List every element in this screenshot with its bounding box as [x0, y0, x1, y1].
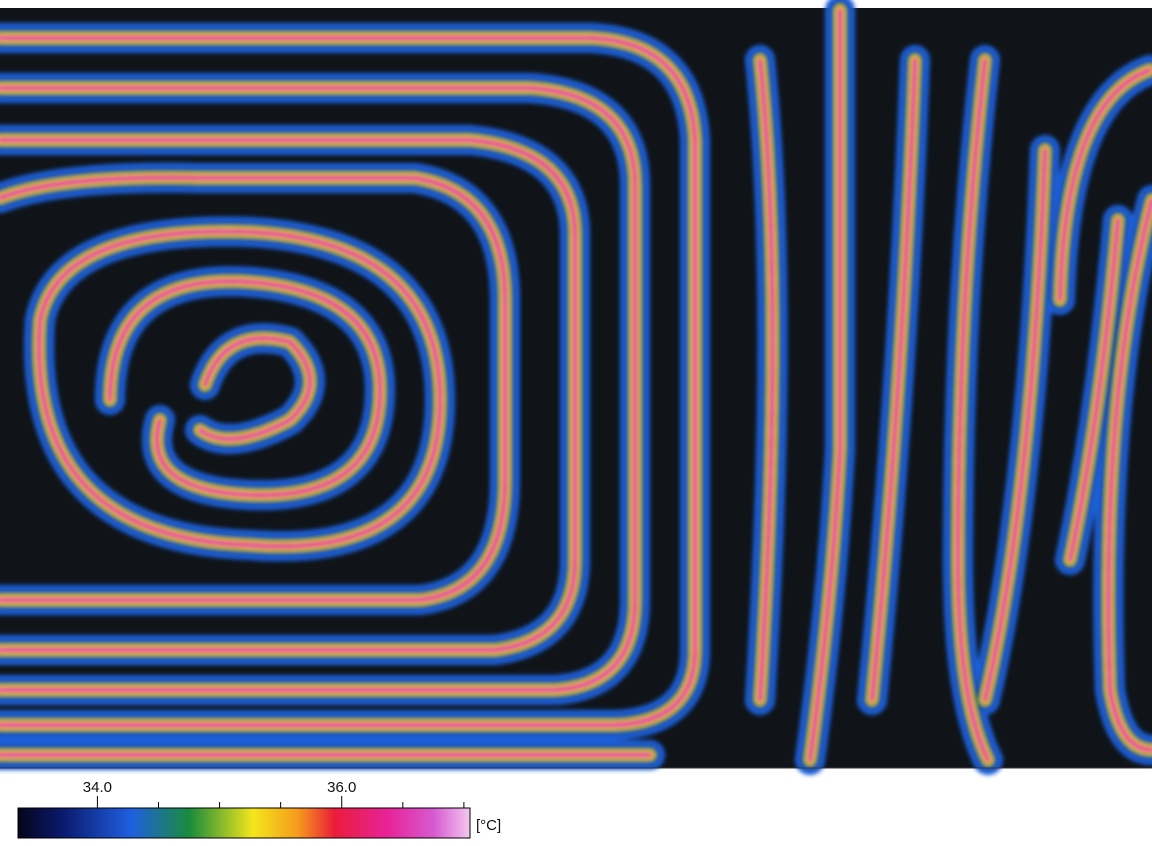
- tick-label: 34.0: [83, 779, 112, 796]
- colorbar: [17, 807, 471, 839]
- unit-label: [°C]: [476, 817, 501, 834]
- tick-label: 36.0: [327, 779, 356, 796]
